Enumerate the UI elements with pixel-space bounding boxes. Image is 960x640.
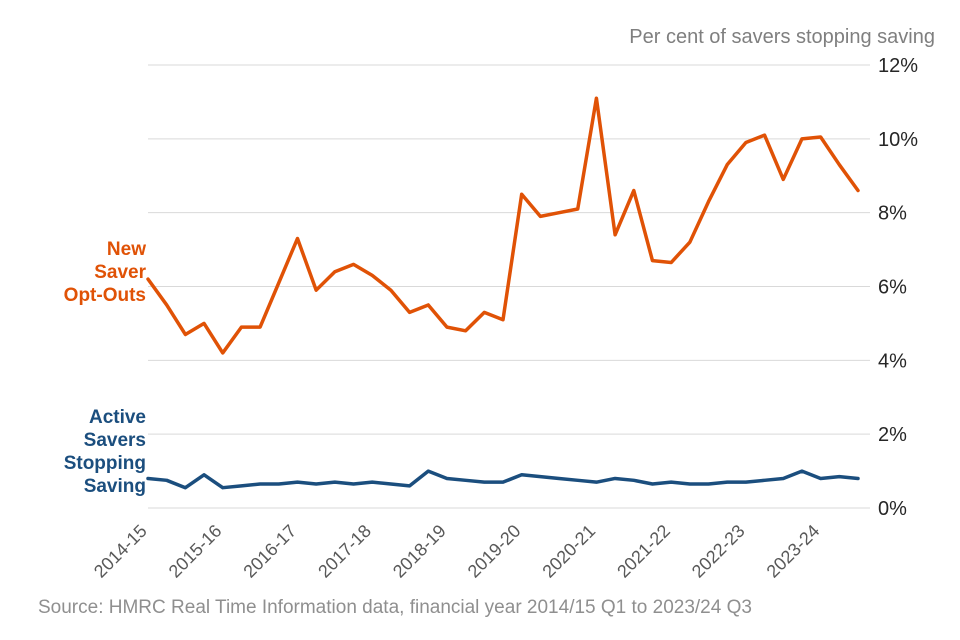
y-axis-tick-label: 12% bbox=[878, 55, 918, 77]
series-line-new-saver-opt-outs bbox=[146, 96, 860, 355]
y-axis-tick-label: 10% bbox=[878, 129, 918, 151]
y-axis-tick-label: 0% bbox=[878, 498, 907, 520]
x-axis-tick-label: 2022-23 bbox=[688, 521, 749, 582]
chart-title: Per cent of savers stopping saving bbox=[629, 26, 935, 48]
x-axis-tick-label: 2018-19 bbox=[389, 521, 450, 582]
x-axis-tick-label: 2020-21 bbox=[538, 521, 599, 582]
x-axis-tick-label: 2017-18 bbox=[314, 521, 375, 582]
y-axis-tick-label: 4% bbox=[878, 350, 907, 372]
series-label-active-savers-stopping-saving: Active Savers Stopping Saving bbox=[63, 407, 146, 497]
x-axis-tick-label: 2021-22 bbox=[613, 521, 674, 582]
y-axis-tick-label: 6% bbox=[878, 277, 907, 299]
x-axis-tick-label: 2016-17 bbox=[239, 521, 300, 582]
source-note: Source: HMRC Real Time Information data,… bbox=[38, 597, 752, 618]
x-axis-tick-label: 2015-16 bbox=[165, 521, 226, 582]
y-axis-tick-label: 8% bbox=[878, 203, 907, 225]
series-label-new-saver-opt-outs: New Saver Opt-Outs bbox=[63, 239, 146, 306]
x-axis-tick-label: 2023-24 bbox=[763, 521, 824, 582]
series-line-active-savers-stopping-saving bbox=[146, 469, 860, 490]
x-axis-tick-label: 2019-20 bbox=[464, 521, 525, 582]
x-axis-tick-label: 2014-15 bbox=[90, 521, 151, 582]
y-axis-tick-label: 2% bbox=[878, 424, 907, 446]
